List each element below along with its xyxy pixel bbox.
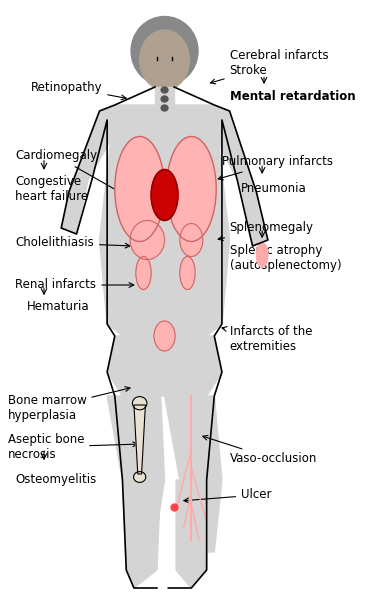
Text: Hematuria: Hematuria: [27, 299, 89, 313]
Text: Congestive
heart failure: Congestive heart failure: [15, 175, 88, 203]
Ellipse shape: [256, 243, 268, 267]
Polygon shape: [123, 480, 161, 588]
Ellipse shape: [154, 321, 175, 351]
Polygon shape: [155, 87, 174, 105]
Polygon shape: [134, 405, 146, 474]
Polygon shape: [107, 336, 222, 396]
Ellipse shape: [161, 96, 168, 102]
Text: Splenic atrophy
(autosplenectomy): Splenic atrophy (autosplenectomy): [230, 244, 341, 272]
Ellipse shape: [161, 105, 168, 111]
Text: Splenomegaly: Splenomegaly: [218, 221, 314, 241]
Polygon shape: [165, 396, 222, 552]
Polygon shape: [61, 105, 123, 234]
Ellipse shape: [166, 136, 216, 241]
Text: Vaso-occlusion: Vaso-occlusion: [203, 436, 317, 466]
Ellipse shape: [140, 30, 189, 90]
Ellipse shape: [161, 87, 168, 93]
Polygon shape: [207, 105, 268, 246]
Text: Aseptic bone
necrosis: Aseptic bone necrosis: [8, 433, 138, 461]
Ellipse shape: [180, 223, 203, 257]
Ellipse shape: [132, 397, 147, 410]
Text: Retinopathy: Retinopathy: [31, 80, 126, 100]
Ellipse shape: [180, 257, 195, 289]
Text: Mental retardation: Mental retardation: [230, 89, 355, 103]
Polygon shape: [107, 396, 165, 552]
Polygon shape: [99, 105, 230, 336]
Text: Renal infarcts: Renal infarcts: [15, 278, 134, 292]
Text: Pneumonia: Pneumonia: [241, 182, 307, 196]
Text: Ulcer: Ulcer: [184, 488, 272, 503]
Polygon shape: [176, 480, 210, 588]
Text: Infarcts of the
extremities: Infarcts of the extremities: [222, 325, 312, 353]
Ellipse shape: [115, 136, 165, 241]
Text: Cardiomegaly: Cardiomegaly: [15, 149, 126, 196]
Ellipse shape: [131, 16, 198, 85]
Text: Cerebral infarcts
Stroke: Cerebral infarcts Stroke: [211, 49, 328, 84]
Text: Bone marrow
hyperplasia: Bone marrow hyperplasia: [8, 387, 130, 422]
Ellipse shape: [133, 472, 146, 482]
Ellipse shape: [151, 169, 178, 220]
Text: Osteomyelitis: Osteomyelitis: [15, 473, 97, 487]
Text: Cholelithiasis: Cholelithiasis: [15, 236, 130, 250]
Text: Pulmonary infarcts: Pulmonary infarcts: [218, 155, 333, 180]
Ellipse shape: [130, 220, 165, 259]
Ellipse shape: [136, 257, 151, 289]
